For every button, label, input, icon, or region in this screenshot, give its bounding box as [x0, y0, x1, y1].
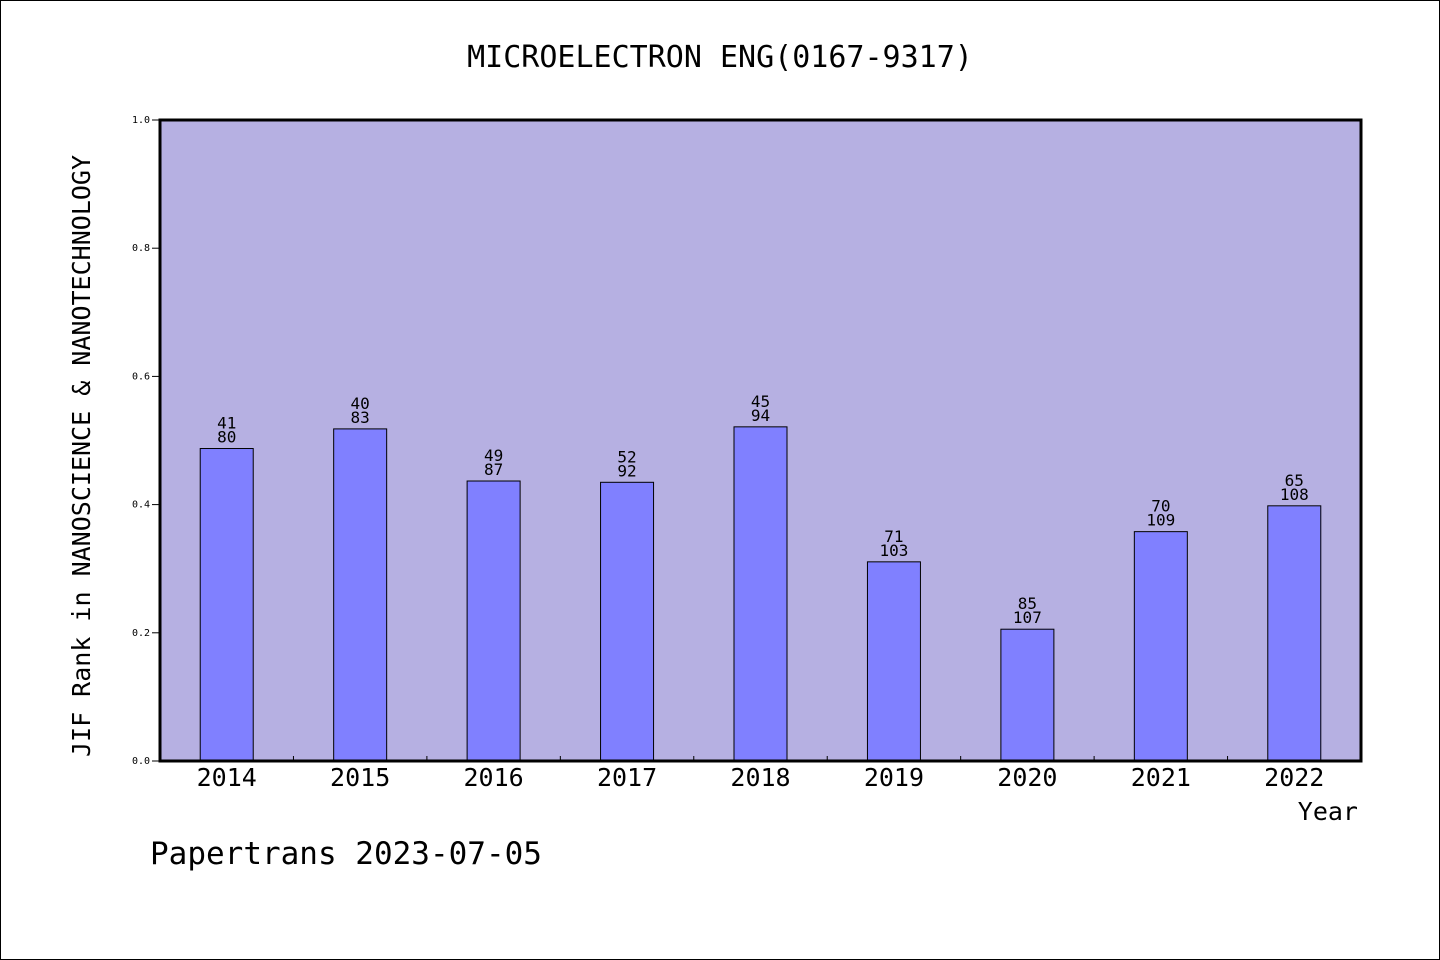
bar-label-top: 85: [1018, 594, 1037, 613]
bar-2022: [1267, 505, 1322, 762]
bar-label-top: 70: [1151, 497, 1170, 516]
y-tick-label: 0.6: [132, 371, 150, 382]
x-axis: 2014 2015 2016 2017 2018 2019 2020 2021 2022: [197, 756, 1324, 792]
plot-border: [158, 118, 1363, 763]
x-tick-label: 2014: [197, 763, 257, 792]
bar-label-top: 52: [617, 447, 636, 466]
bar-label-bottom: 94: [751, 406, 770, 425]
bar-2014: [199, 448, 254, 762]
bar-label-bottom: 107: [1013, 608, 1042, 627]
y-tick-label: 0.8: [132, 243, 150, 254]
x-tick-label: 2016: [464, 763, 524, 792]
footer-credit: Papertrans 2023-07-05: [150, 836, 542, 872]
bar-2018: [733, 426, 788, 762]
bar-label-top: 45: [751, 392, 770, 411]
chart-title: MICROELECTRON ENG(0167-9317): [467, 40, 973, 75]
x-tick-label: 2015: [330, 763, 390, 792]
x-tick-label: 2017: [597, 763, 657, 792]
y-axis: 0.0 0.2 0.4 0.6 0.8 1.0: [132, 115, 160, 767]
bar-label-top: 65: [1285, 471, 1304, 490]
bar-2017: [600, 481, 655, 762]
bar-label-top: 41: [217, 414, 236, 433]
y-tick-label: 0.2: [132, 628, 150, 639]
bar-label-top: 40: [351, 394, 370, 413]
x-tick-label: 2018: [730, 763, 790, 792]
bar-label-bottom: 83: [351, 408, 370, 427]
bar-label-bottom: 92: [617, 461, 636, 480]
x-tick-label: 2019: [864, 763, 924, 792]
bar-2019: [866, 561, 921, 762]
y-axis-label: JIF Rank in NANOSCIENCE & NANOTECHNOLOGY: [67, 155, 96, 757]
bar-label-bottom: 87: [484, 460, 503, 479]
bar-2020: [1000, 628, 1055, 762]
bar-label-bottom: 109: [1146, 511, 1175, 530]
x-axis-label: Year: [1298, 797, 1358, 826]
bar-2021: [1133, 531, 1188, 762]
bar-label-bottom: 108: [1280, 485, 1309, 504]
x-tick-label: 2020: [997, 763, 1057, 792]
y-tick-label: 0.4: [132, 500, 150, 511]
bar-label-top: 49: [484, 446, 503, 465]
x-tick-label: 2021: [1131, 763, 1191, 792]
bar-label-bottom: 80: [217, 428, 236, 447]
bar-2015: [333, 428, 388, 762]
bar-label-top: 71: [884, 527, 903, 546]
y-tick-label: 0.0: [132, 756, 150, 767]
y-tick-label: 1.0: [132, 115, 150, 126]
bar-label-bottom: 103: [879, 541, 908, 560]
bar-2016: [466, 480, 521, 762]
x-tick-label: 2022: [1264, 763, 1324, 792]
